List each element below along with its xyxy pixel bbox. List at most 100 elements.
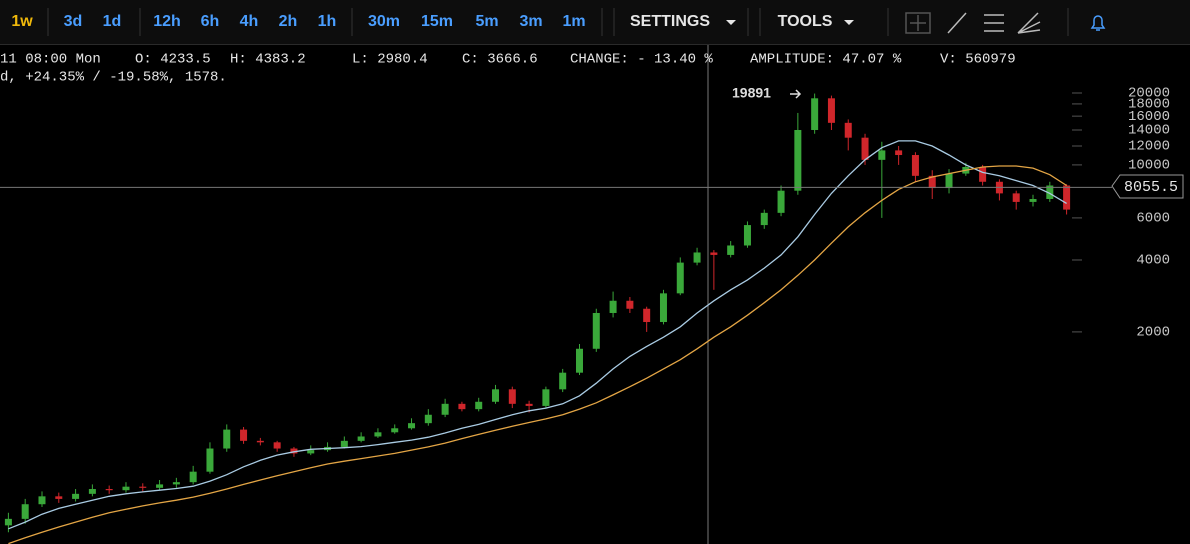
candle-body — [492, 389, 500, 402]
candle-body — [676, 262, 684, 294]
candle-body — [777, 190, 785, 213]
tool-icons — [905, 12, 1106, 34]
interval-button[interactable]: 1d — [103, 13, 122, 30]
interval-button[interactable]: 12h — [153, 13, 181, 30]
candles — [4, 93, 1071, 533]
y-tick-label: 6000 — [1136, 211, 1170, 227]
candle-body — [542, 389, 550, 406]
candle-body — [1029, 198, 1037, 202]
interval-button[interactable]: 1h — [318, 13, 337, 30]
candle-body — [559, 372, 567, 390]
candle-body — [340, 440, 348, 447]
price-label-box — [1111, 174, 1184, 199]
candle-body — [189, 471, 197, 483]
candle-body — [223, 429, 231, 449]
pitchfork-tool[interactable] — [1017, 12, 1041, 34]
info-field: L: 2980.4 — [352, 52, 428, 68]
y-tick-label: 20000 — [1128, 86, 1170, 102]
candle-body — [895, 150, 903, 156]
interval-button[interactable]: 2h — [279, 13, 298, 30]
info-field: CHANGE: - 13.40 % — [570, 52, 713, 68]
candle-body — [1063, 185, 1071, 210]
candle-body — [878, 150, 886, 160]
toolbar-bg — [0, 0, 1190, 44]
alert-icon[interactable] — [1090, 15, 1106, 31]
candle-body — [374, 432, 382, 437]
candle-body — [727, 245, 735, 255]
candle-body — [760, 212, 768, 226]
peak-annotation: 19891 — [732, 85, 771, 101]
candle-body — [122, 486, 130, 491]
y-tick-label: 2000 — [1136, 325, 1170, 341]
candle-body — [827, 98, 835, 123]
candle-body — [55, 496, 63, 499]
y-tick-label: 16000 — [1128, 109, 1170, 125]
candle-body — [710, 252, 718, 255]
settings-menu[interactable]: SETTINGS — [630, 13, 710, 30]
interval-button[interactable]: 4h — [240, 13, 259, 30]
candle-body — [844, 122, 852, 138]
candle-body — [626, 300, 634, 309]
candle-body — [273, 442, 281, 449]
candle-body — [861, 137, 869, 160]
peak-arrow — [790, 89, 802, 99]
candle-body — [391, 428, 399, 433]
candle-body — [693, 252, 701, 263]
interval-button[interactable]: 6h — [201, 13, 220, 30]
candle-body — [21, 504, 29, 519]
candle-body — [408, 423, 416, 429]
moving-average — [8, 165, 1067, 544]
interval-button[interactable]: 3m — [519, 13, 542, 30]
info-field: V: 560979 — [940, 52, 1016, 68]
candle-body — [156, 484, 164, 488]
line-tool[interactable] — [947, 12, 967, 34]
interval-button[interactable]: 1w — [11, 13, 33, 30]
candle-body — [441, 403, 449, 415]
candle-body — [508, 389, 516, 404]
candle-body — [743, 225, 751, 246]
info-field: AMPLITUDE: 47.07 % — [750, 52, 902, 68]
info-field: O: 4233.5 — [135, 52, 211, 68]
candle-body — [290, 448, 298, 454]
candle-body — [811, 98, 819, 130]
candle-body — [458, 403, 466, 410]
candle-body — [928, 175, 936, 189]
crosshair-price-label: 8055.5 — [1124, 179, 1178, 196]
interval-button[interactable]: 30m — [368, 13, 400, 30]
info-field: H: 4383.2 — [230, 52, 306, 68]
candle-body — [88, 489, 96, 494]
candle-body — [424, 414, 432, 424]
candle-body — [1012, 193, 1020, 202]
info-field: 11 08:00 Mon — [0, 52, 101, 68]
interval-button[interactable]: 1m — [562, 13, 585, 30]
info-field: C: 3666.6 — [462, 52, 538, 68]
candle-body — [206, 448, 214, 472]
candle-body — [72, 493, 80, 499]
interval-button[interactable]: 15m — [421, 13, 453, 30]
y-tick-label: 12000 — [1128, 139, 1170, 155]
menus: SETTINGS TOOLS — [630, 13, 854, 30]
fib-tool[interactable] — [984, 14, 1004, 32]
tools-menu[interactable]: TOOLS — [778, 13, 833, 30]
y-tick-label: 14000 — [1128, 123, 1170, 139]
candle-body — [643, 308, 651, 323]
candle-body — [357, 436, 365, 441]
interval-button[interactable]: 5m — [475, 13, 498, 30]
y-tick-label: 10000 — [1128, 158, 1170, 174]
candle-body — [105, 489, 113, 491]
candle-body — [979, 167, 987, 182]
candle-body — [38, 496, 46, 505]
y-tick-label: 18000 — [1128, 97, 1170, 113]
candle-body — [609, 300, 617, 313]
moving-average — [8, 140, 1067, 530]
candle-body — [592, 312, 600, 349]
interval-button[interactable]: 3d — [64, 13, 83, 30]
candle-body — [525, 403, 533, 406]
candle-body — [4, 518, 12, 526]
candle-body — [911, 155, 919, 176]
y-tick-label: 4000 — [1136, 253, 1170, 269]
crosshair-tool[interactable] — [905, 12, 931, 34]
candle-body — [256, 440, 264, 443]
candle-body — [240, 429, 248, 441]
